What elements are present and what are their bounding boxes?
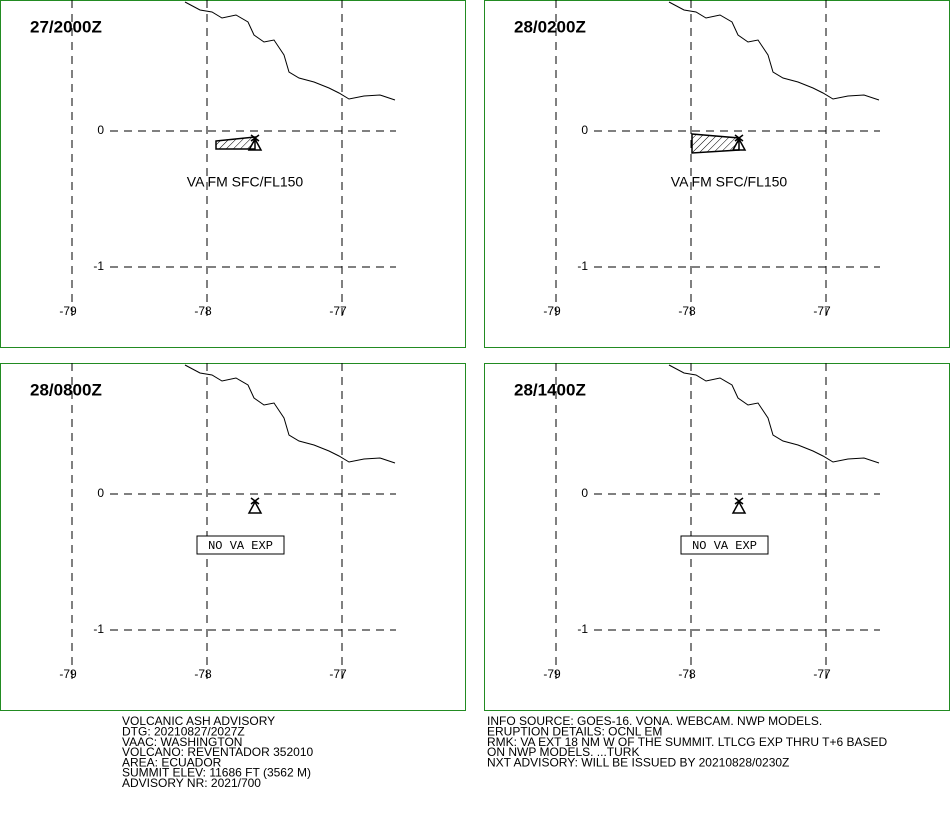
lat-label: -1	[93, 259, 104, 273]
volcano-symbol	[731, 134, 747, 151]
volcano-symbol	[247, 134, 263, 151]
advisory-line: DTG: 20210827/2027Z	[122, 724, 245, 738]
map-panel: -79 -78 -77 0 -1 28/1400Z NO VA EXP	[484, 363, 950, 711]
panel-border	[0, 363, 466, 711]
lat-label: -1	[577, 259, 588, 273]
advisory-line: VAAC: WASHINGTON	[122, 735, 242, 749]
no-ash-box	[196, 535, 285, 555]
no-ash-label: NO VA EXP	[692, 539, 757, 553]
lat-label: 0	[97, 123, 104, 137]
no-ash-box	[680, 535, 769, 555]
lon-label: -77	[329, 304, 347, 318]
lon-label: -79	[59, 304, 77, 318]
panel-time: 28/1400Z	[514, 380, 586, 399]
panel-time: 27/2000Z	[30, 17, 102, 36]
lat-label: -1	[577, 622, 588, 636]
map-panel: -79 -78 -77 0 -1 28/0200Z VA FM SFC/FL150	[484, 0, 950, 348]
map-panel: -79 -78 -77 0 -1 27/2000Z VA FM SFC/FL150	[0, 0, 466, 348]
lon-label: -78	[678, 667, 696, 681]
lon-label: -77	[813, 304, 831, 318]
coastline	[668, 364, 880, 464]
lat-label: -1	[93, 622, 104, 636]
advisory-line: ERUPTION DETAILS: OCNL EM	[487, 724, 662, 738]
coastline	[184, 1, 396, 101]
panel-time: 28/0800Z	[30, 380, 102, 399]
lon-label: -78	[194, 667, 212, 681]
panel-time: 28/0200Z	[514, 17, 586, 36]
volcano-symbol	[731, 497, 747, 514]
volcano-symbol	[247, 497, 263, 514]
ash-annotation: VA FM SFC/FL150	[187, 174, 304, 190]
advisory-line: AREA: ECUADOR	[122, 755, 222, 769]
lon-label: -78	[678, 304, 696, 318]
advisory-line: VOLCANIC ASH ADVISORY	[122, 714, 275, 728]
advisory-line: ON NWP MODELS. ...TURK	[487, 745, 639, 759]
lat-label: 0	[581, 486, 588, 500]
lat-label: 0	[97, 486, 104, 500]
ash-area	[691, 133, 740, 154]
advisory-line: INFO SOURCE: GOES-16. VONA. WEBCAM. NWP …	[487, 714, 822, 728]
advisory-line: VOLCANO: REVENTADOR 352010	[122, 745, 314, 759]
lon-label: -79	[59, 667, 77, 681]
map-panel: -79 -78 -77 0 -1 28/0800Z NO VA EXP	[0, 363, 466, 711]
advisory-line: NXT ADVISORY: WILL BE ISSUED BY 20210828…	[487, 755, 789, 769]
coastline	[184, 364, 396, 464]
panel-border	[0, 0, 466, 348]
coastline	[668, 1, 880, 101]
lat-label: 0	[581, 123, 588, 137]
no-ash-label: NO VA EXP	[208, 539, 273, 553]
advisory-line: SUMMIT ELEV: 11686 FT (3562 M)	[122, 766, 311, 780]
lon-label: -77	[813, 667, 831, 681]
lon-label: -79	[543, 667, 561, 681]
ash-area	[215, 136, 256, 150]
lon-label: -77	[329, 667, 347, 681]
lon-label: -78	[194, 304, 212, 318]
lon-label: -79	[543, 304, 561, 318]
ash-annotation: VA FM SFC/FL150	[671, 174, 788, 190]
advisory-line: RMK: VA EXT 18 NM W OF THE SUMMIT. LTLCG…	[487, 735, 888, 749]
advisory-line: ADVISORY NR: 2021/700	[122, 776, 261, 790]
